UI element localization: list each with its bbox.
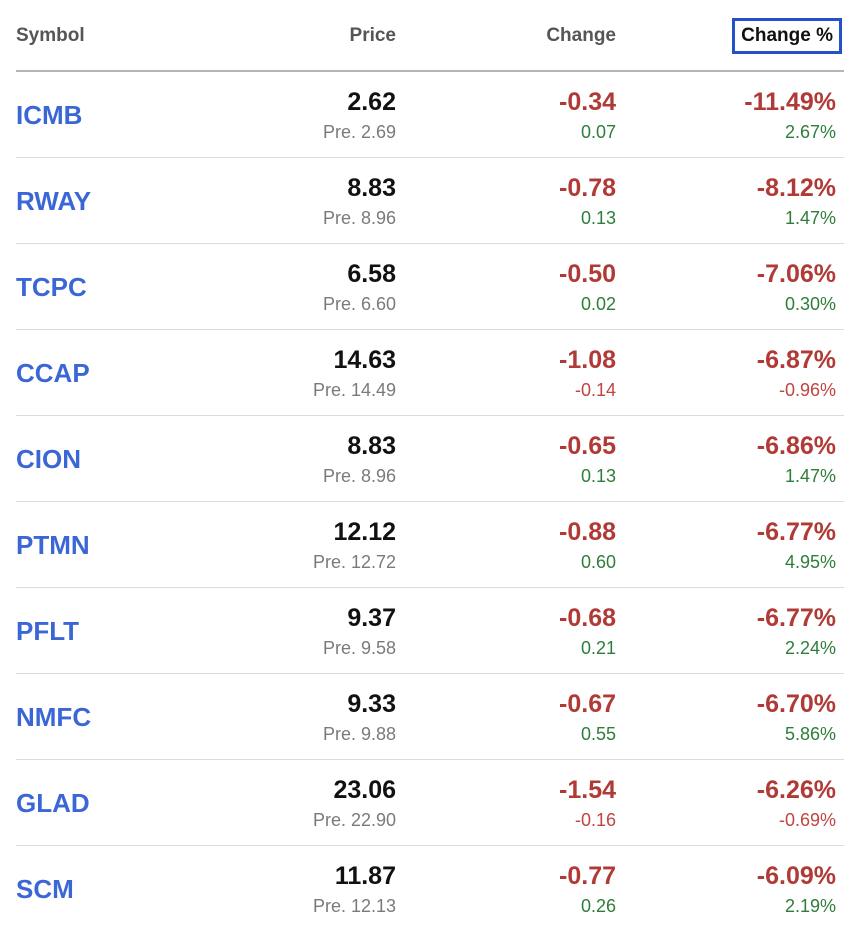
header-price[interactable]: Price <box>349 25 396 46</box>
premarket-price: Pre. 9.88 <box>322 724 396 744</box>
change-value: -0.34 <box>559 88 616 116</box>
change-value: -0.77 <box>559 862 616 890</box>
symbol-link[interactable]: PFLT <box>16 616 80 646</box>
premarket-change-percent: -0.96% <box>778 380 836 400</box>
price-value: 6.58 <box>347 260 396 288</box>
header-change-percent-sorted[interactable]: Change % <box>732 18 842 54</box>
table-row[interactable]: ICMB 2.62 Pre. 2.69 -0.34 0.07 -11.49% 2.67% <box>16 72 844 158</box>
change-value: -0.78 <box>559 174 616 202</box>
header-change[interactable]: Change <box>546 25 616 46</box>
premarket-price: Pre. 8.96 <box>322 208 396 228</box>
premarket-change: 0.26 <box>580 896 616 916</box>
premarket-change: 0.13 <box>580 466 616 486</box>
change-percent-value: -6.09% <box>756 862 836 890</box>
change-percent-value: -6.77% <box>756 518 836 546</box>
symbol-link[interactable]: ICMB <box>16 100 83 130</box>
premarket-price: Pre. 8.96 <box>322 466 396 486</box>
table-header: Symbol Price Change Change % <box>16 0 844 72</box>
table-row[interactable]: SCM 11.87 Pre. 12.13 -0.77 0.26 -6.09% 2.19% <box>16 846 844 932</box>
premarket-change: -0.14 <box>574 380 616 400</box>
header-symbol[interactable]: Symbol <box>16 25 85 46</box>
premarket-change-percent: 0.30% <box>784 294 836 314</box>
change-percent-value: -6.26% <box>756 776 836 804</box>
change-value: -0.88 <box>559 518 616 546</box>
premarket-change: 0.60 <box>580 552 616 572</box>
symbol-link[interactable]: CION <box>16 444 81 474</box>
premarket-change-percent: 2.24% <box>784 638 836 658</box>
symbol-link[interactable]: RWAY <box>16 186 92 216</box>
change-percent-value: -11.49% <box>744 88 836 116</box>
table-row[interactable]: GLAD 23.06 Pre. 22.90 -1.54 -0.16 -6.26% -0.69… <box>16 760 844 846</box>
table-row[interactable]: RWAY 8.83 Pre. 8.96 -0.78 0.13 -8.12% 1.47% <box>16 158 844 244</box>
symbol-link[interactable]: GLAD <box>16 788 90 818</box>
symbol-link[interactable]: CCAP <box>16 358 90 388</box>
symbol-link[interactable]: SCM <box>16 874 74 904</box>
change-value: -0.65 <box>559 432 616 460</box>
premarket-change: 0.13 <box>580 208 616 228</box>
price-value: 12.12 <box>333 518 396 546</box>
price-value: 9.37 <box>347 604 396 632</box>
table-body: ICMB 2.62 Pre. 2.69 -0.34 0.07 -11.49% 2.67% RW… <box>16 72 844 932</box>
change-percent-value: -6.70% <box>756 690 836 718</box>
symbol-link[interactable]: PTMN <box>16 530 90 560</box>
premarket-change: 0.07 <box>580 122 616 142</box>
table-row[interactable]: PFLT 9.37 Pre. 9.58 -0.68 0.21 -6.77% 2.24% <box>16 588 844 674</box>
change-value: -0.50 <box>559 260 616 288</box>
change-percent-value: -8.12% <box>756 174 836 202</box>
premarket-price: Pre. 9.58 <box>322 638 396 658</box>
change-percent-value: -6.87% <box>756 346 836 374</box>
premarket-change-percent: 2.67% <box>784 122 836 142</box>
table-row[interactable]: CION 8.83 Pre. 8.96 -0.65 0.13 -6.86% 1.47% <box>16 416 844 502</box>
premarket-change-percent: 2.19% <box>784 896 836 916</box>
premarket-change: 0.21 <box>580 638 616 658</box>
premarket-change: 0.55 <box>580 724 616 744</box>
change-percent-value: -6.86% <box>756 432 836 460</box>
price-value: 8.83 <box>347 432 396 460</box>
symbol-link[interactable]: TCPC <box>16 272 87 302</box>
premarket-change-percent: 5.86% <box>784 724 836 744</box>
premarket-price: Pre. 14.49 <box>312 380 396 400</box>
price-value: 2.62 <box>347 88 396 116</box>
table-row[interactable]: PTMN 12.12 Pre. 12.72 -0.88 0.60 -6.77% 4.95% <box>16 502 844 588</box>
stock-table: Symbol Price Change Change % ICMB 2.62 Pre… <box>16 0 844 932</box>
symbol-link[interactable]: NMFC <box>16 702 92 732</box>
premarket-change-percent: 1.47% <box>784 466 836 486</box>
price-value: 11.87 <box>334 862 396 890</box>
premarket-price: Pre. 22.90 <box>312 810 396 830</box>
premarket-price: Pre. 6.60 <box>322 294 396 314</box>
premarket-change-percent: 1.47% <box>784 208 836 228</box>
premarket-price: Pre. 12.13 <box>312 896 396 916</box>
change-percent-value: -6.77% <box>756 604 836 632</box>
premarket-price: Pre. 12.72 <box>312 552 396 572</box>
table-row[interactable]: NMFC 9.33 Pre. 9.88 -0.67 0.55 -6.70% 5.86% <box>16 674 844 760</box>
price-value: 14.63 <box>333 346 396 374</box>
premarket-change-percent: -0.69% <box>778 810 836 830</box>
change-value: -0.68 <box>559 604 616 632</box>
price-value: 8.83 <box>347 174 396 202</box>
premarket-change-percent: 4.95% <box>784 552 836 572</box>
price-value: 9.33 <box>347 690 396 718</box>
price-value: 23.06 <box>333 776 396 804</box>
table-row[interactable]: CCAP 14.63 Pre. 14.49 -1.08 -0.14 -6.87% -0.96… <box>16 330 844 416</box>
change-value: -1.08 <box>559 346 616 374</box>
change-value: -1.54 <box>559 776 616 804</box>
change-value: -0.67 <box>559 690 616 718</box>
change-percent-value: -7.06% <box>756 260 836 288</box>
premarket-price: Pre. 2.69 <box>322 122 396 142</box>
premarket-change: -0.16 <box>574 810 616 830</box>
table-row[interactable]: TCPC 6.58 Pre. 6.60 -0.50 0.02 -7.06% 0.30% <box>16 244 844 330</box>
premarket-change: 0.02 <box>580 294 616 314</box>
